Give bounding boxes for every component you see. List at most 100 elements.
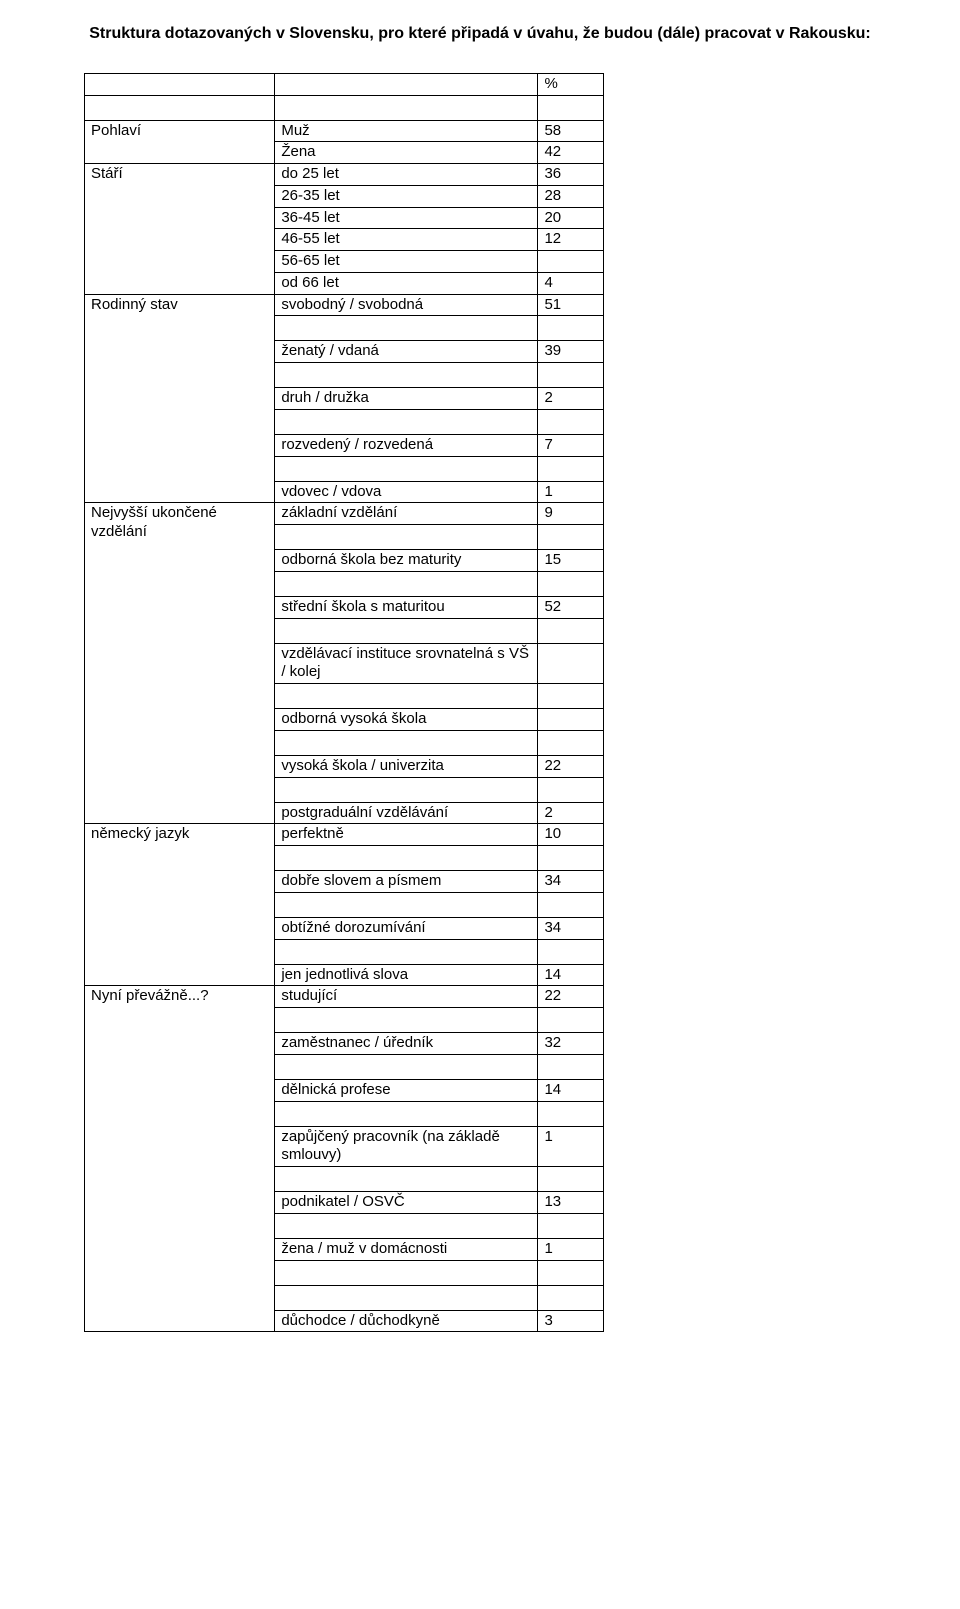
cell-label: vysoká škola / univerzita [275,755,538,777]
cell-label: zapůjčený pracovník (na základě smlouvy) [275,1126,538,1167]
cell-empty [538,95,604,120]
cell-label: studující [275,986,538,1008]
cell-empty [538,1008,604,1033]
cell-value: 39 [538,341,604,363]
cell-value: 36 [538,164,604,186]
cell-empty [275,939,538,964]
cell-empty [538,1101,604,1126]
cell-value: 34 [538,917,604,939]
table-row: Nyní převážně...? studující 22 [85,986,604,1008]
cell-label: Muž [275,120,538,142]
cell-label: zaměstnanec / úředník [275,1033,538,1055]
cell-label: odborná vysoká škola [275,709,538,731]
table-row: % [85,73,604,95]
cell-value: 52 [538,596,604,618]
cell-empty [275,1213,538,1238]
cell-empty [275,95,538,120]
cell-empty [538,316,604,341]
cell-label: obtížné dorozumívání [275,917,538,939]
cell-empty [275,363,538,388]
cell-label: 56-65 let [275,251,538,273]
category-german: německý jazyk [85,824,275,986]
cell-label: vdovec / vdova [275,481,538,503]
cell-empty [538,730,604,755]
cell-label: důchodce / důchodkyně [275,1310,538,1332]
cell-value: 15 [538,550,604,572]
cell-label: od 66 let [275,272,538,294]
cell-value: 14 [538,1079,604,1101]
cell-value: 13 [538,1192,604,1214]
cell-value: 32 [538,1033,604,1055]
cell-empty [538,1054,604,1079]
cell-value: 2 [538,388,604,410]
cell-value: 3 [538,1310,604,1332]
cell-empty [538,571,604,596]
cell-value: 42 [538,142,604,164]
cell-empty [538,892,604,917]
cell-label: dělnická profese [275,1079,538,1101]
cell-empty [538,1285,604,1310]
table-row: Rodinný stav svobodný / svobodná 51 [85,294,604,316]
data-table: % Pohlaví Muž 58 Žena 42 Stáří do 25 let… [84,73,604,1333]
cell-empty [275,618,538,643]
cell-empty [538,777,604,802]
cell-empty [275,1285,538,1310]
cell-label: perfektně [275,824,538,846]
cell-empty [538,525,604,550]
cell-empty [275,316,538,341]
cell-label: odborná škola bez maturity [275,550,538,572]
cell-empty [275,1054,538,1079]
cell-value [538,251,604,273]
cell-value: 1 [538,1238,604,1260]
cell-value: 58 [538,120,604,142]
cell-value: 1 [538,1126,604,1167]
cell-label: 26-35 let [275,185,538,207]
cell-label: 46-55 let [275,229,538,251]
cell-empty [275,73,538,95]
cell-label: jen jednotlivá slova [275,964,538,986]
category-gender: Pohlaví [85,120,275,164]
cell-value: 12 [538,229,604,251]
category-marital: Rodinný stav [85,294,275,503]
page-title: Struktura dotazovaných v Slovensku, pro … [48,24,912,45]
cell-label: do 25 let [275,164,538,186]
cell-empty [538,363,604,388]
category-education: Nejvyšší ukončené vzdělání [85,503,275,824]
cell-empty [275,1167,538,1192]
cell-label: 36-45 let [275,207,538,229]
cell-label: svobodný / svobodná [275,294,538,316]
cell-value [538,643,604,684]
cell-empty [275,777,538,802]
cell-empty [275,1260,538,1285]
table-row: Stáří do 25 let 36 [85,164,604,186]
cell-empty [538,684,604,709]
category-currently: Nyní převážně...? [85,986,275,1332]
cell-value: 10 [538,824,604,846]
cell-empty [538,1213,604,1238]
cell-empty [275,571,538,596]
cell-value: 14 [538,964,604,986]
cell-value: 22 [538,986,604,1008]
cell-empty [538,1260,604,1285]
cell-label: Žena [275,142,538,164]
cell-label: střední škola s maturitou [275,596,538,618]
cell-value: 2 [538,802,604,824]
table-row: Pohlaví Muž 58 [85,120,604,142]
cell-empty [85,95,275,120]
cell-value: 7 [538,434,604,456]
cell-empty [275,525,538,550]
cell-value: 28 [538,185,604,207]
cell-empty [275,892,538,917]
cell-label: ženatý / vdaná [275,341,538,363]
cell-label: dobře slovem a písmem [275,871,538,893]
cell-value: 51 [538,294,604,316]
table-row: Nejvyšší ukončené vzdělání základní vzdě… [85,503,604,525]
category-age: Stáří [85,164,275,295]
cell-value: 34 [538,871,604,893]
table-row: německý jazyk perfektně 10 [85,824,604,846]
cell-label: žena / muž v domácnosti [275,1238,538,1260]
cell-empty [538,409,604,434]
table-row [85,95,604,120]
cell-empty [275,684,538,709]
cell-empty [275,409,538,434]
